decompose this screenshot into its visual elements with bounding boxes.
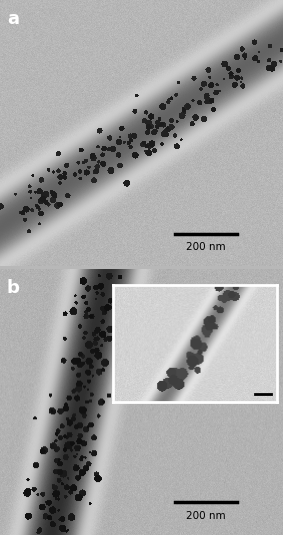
- Text: a: a: [7, 10, 19, 28]
- Text: b: b: [7, 279, 20, 296]
- Text: 200 nm: 200 nm: [186, 511, 226, 521]
- Text: 200 nm: 200 nm: [186, 242, 226, 253]
